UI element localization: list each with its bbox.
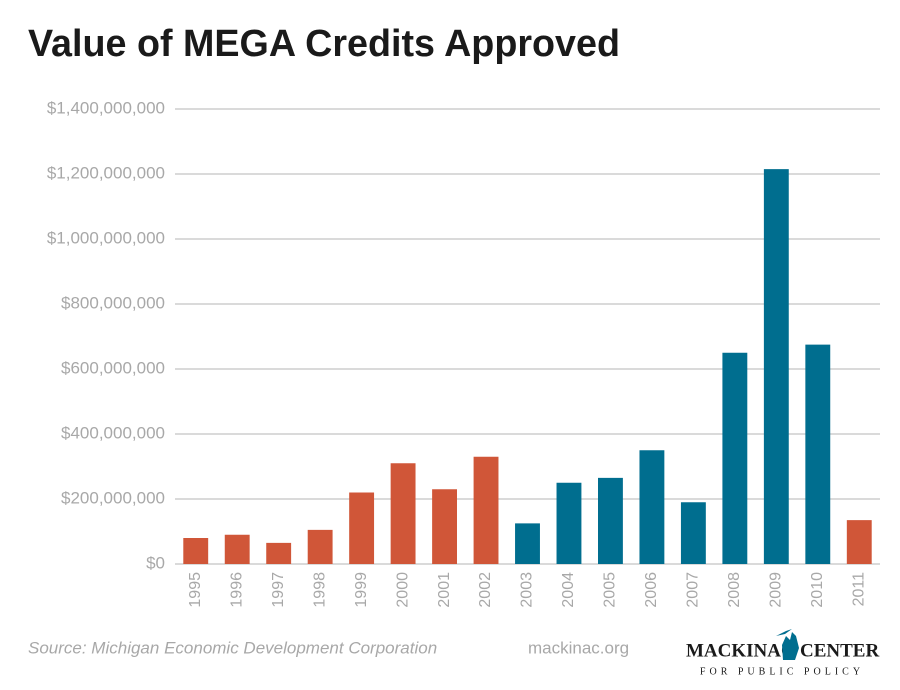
x-tick-label: 2005 <box>602 572 619 608</box>
chart-title: Value of MEGA Credits Approved <box>28 23 620 65</box>
y-tick-label: $600,000,000 <box>61 358 165 377</box>
bar <box>473 456 499 564</box>
logo-tagline: FOR PUBLIC POLICY <box>700 666 864 677</box>
x-tick-label: 1996 <box>228 572 245 608</box>
x-tick-label: 2007 <box>685 572 702 608</box>
bar <box>556 482 582 564</box>
x-tick-label: 2009 <box>768 572 785 608</box>
x-tick-label: 2010 <box>809 572 826 608</box>
x-tick-label: 1995 <box>187 572 204 608</box>
y-tick-label: $400,000,000 <box>61 423 165 442</box>
x-tick-label: 2006 <box>643 572 660 608</box>
x-tick-label: 1998 <box>311 572 328 608</box>
bar <box>846 520 872 564</box>
bar <box>722 352 748 564</box>
logo-name: CENTER <box>800 640 879 661</box>
y-tick-label: $800,000,000 <box>61 293 165 312</box>
bar <box>680 502 706 564</box>
x-tick-label: 1997 <box>270 572 287 608</box>
y-tick-label: $1,000,000,000 <box>47 228 165 247</box>
bar <box>307 529 333 564</box>
x-tick-label: 1999 <box>353 572 370 608</box>
bar <box>432 489 457 564</box>
y-tick-label: $1,200,000,000 <box>47 163 165 182</box>
source-note: Source: Michigan Economic Development Co… <box>28 638 437 657</box>
logo: MACKINAC CENTER FOR PUBLIC POLICY <box>686 629 879 677</box>
bar <box>183 538 209 564</box>
bar <box>515 523 540 564</box>
x-tick-label: 2003 <box>519 572 536 608</box>
bar <box>598 477 623 564</box>
y-tick-label: $0 <box>146 553 165 572</box>
bar <box>639 450 665 564</box>
x-tick-label: 2001 <box>436 572 453 608</box>
x-tick-label: 2011 <box>850 572 867 607</box>
y-tick-label: $1,400,000,000 <box>47 98 165 117</box>
logo-name: MACKINAC <box>686 640 795 661</box>
x-tick-label: 2000 <box>394 572 411 608</box>
bar <box>349 492 375 564</box>
bar <box>805 344 831 564</box>
website: mackinac.org <box>528 638 629 657</box>
bar <box>266 542 292 564</box>
x-tick-label: 2002 <box>477 572 494 608</box>
y-tick-label: $200,000,000 <box>61 488 165 507</box>
logo-icon <box>776 629 799 660</box>
bar <box>224 534 250 564</box>
x-tick-label: 2008 <box>726 572 743 608</box>
bar <box>763 169 789 564</box>
bar <box>390 463 416 564</box>
x-tick-label: 2004 <box>560 572 577 608</box>
